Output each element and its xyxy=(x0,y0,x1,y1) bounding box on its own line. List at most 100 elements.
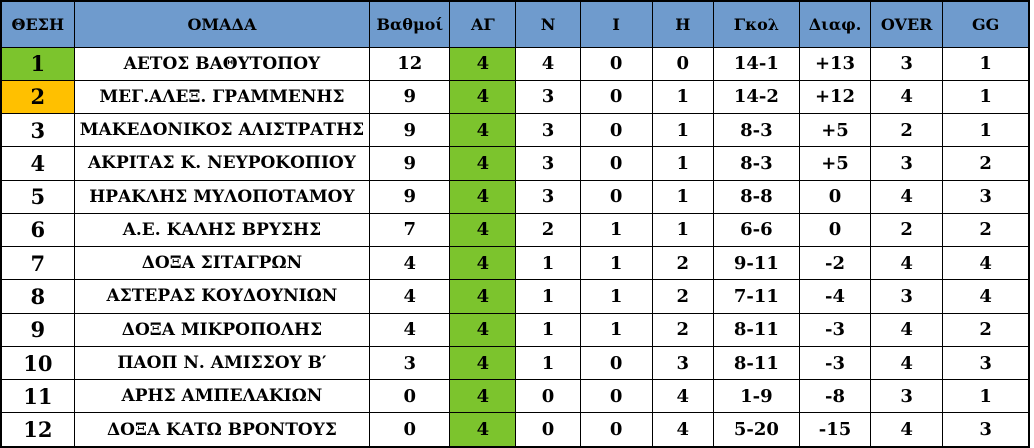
games-cell: 4 xyxy=(449,113,517,148)
position-cell: 1 xyxy=(0,46,75,81)
wins-cell: 3 xyxy=(515,146,581,181)
diff-cell: +5 xyxy=(798,146,872,181)
goals-cell: 8-8 xyxy=(712,179,800,214)
header-cell-gg: GG xyxy=(942,0,1030,48)
goals-cell: 7-11 xyxy=(712,279,800,314)
games-cell: 4 xyxy=(449,312,517,347)
diff-cell: +13 xyxy=(798,46,872,81)
gg-cell: 3 xyxy=(942,412,1030,448)
points-cell: 3 xyxy=(369,345,451,381)
losses-cell: 0 xyxy=(651,46,714,81)
gg-cell: 4 xyxy=(942,279,1030,314)
draws-cell: 0 xyxy=(579,79,653,115)
wins-cell: 4 xyxy=(515,46,581,81)
gg-cell: 4 xyxy=(942,246,1030,281)
gg-cell: 2 xyxy=(942,212,1030,248)
games-cell: 4 xyxy=(449,279,517,314)
header-cell-points: Βαθμοί xyxy=(369,0,451,48)
goals-cell: 8-3 xyxy=(712,146,800,181)
header-cell-goals: Γκολ xyxy=(712,0,800,48)
team-cell: ΑΡΗΣ ΑΜΠΕΛΑΚΙΩΝ xyxy=(73,379,371,414)
team-cell: ΑΕΤΟΣ ΒΑΘΥΤΟΠΟΥ xyxy=(73,46,371,81)
header-cell-over: OVER xyxy=(870,0,944,48)
wins-cell: 3 xyxy=(515,179,581,214)
team-cell: ΑΣΤΕΡΑΣ ΚΟΥΔΟΥΝΙΩΝ xyxy=(73,279,371,314)
diff-cell: +5 xyxy=(798,113,872,148)
gg-cell: 1 xyxy=(942,46,1030,81)
table-row: 12 ΔΟΞΑ ΚΑΤΩ ΒΡΟΝΤΟΥΣ 0 4 0 0 4 5-20 -15… xyxy=(0,412,1030,448)
wins-cell: 1 xyxy=(515,345,581,381)
losses-cell: 1 xyxy=(651,146,714,181)
table-row: 10 ΠΑΟΠ Ν. ΑΜΙΣΣΟΥ Β′ 3 4 1 0 3 8-11 -3 … xyxy=(0,345,1030,381)
goals-cell: 14-1 xyxy=(712,46,800,81)
table-row: 7 ΔΟΞΑ ΣΙΤΑΓΡΩΝ 4 4 1 1 2 9-11 -2 4 4 xyxy=(0,246,1030,281)
draws-cell: 1 xyxy=(579,312,653,347)
position-cell: 12 xyxy=(0,412,75,448)
over-cell: 3 xyxy=(870,279,944,314)
team-cell: ΜΕΓ.ΑΛΕΞ. ΓΡΑΜΜΕΝΗΣ xyxy=(73,79,371,115)
team-cell: ΔΟΞΑ ΚΑΤΩ ΒΡΟΝΤΟΥΣ xyxy=(73,412,371,448)
goals-cell: 6-6 xyxy=(712,212,800,248)
team-cell: ΗΡΑΚΛΗΣ ΜΥΛΟΠΟΤΑΜΟΥ xyxy=(73,179,371,214)
points-cell: 4 xyxy=(369,246,451,281)
goals-cell: 9-11 xyxy=(712,246,800,281)
diff-cell: -4 xyxy=(798,279,872,314)
team-cell: Α.Ε. ΚΑΛΗΣ ΒΡΥΣΗΣ xyxy=(73,212,371,248)
points-cell: 12 xyxy=(369,46,451,81)
points-cell: 9 xyxy=(369,79,451,115)
goals-cell: 1-9 xyxy=(712,379,800,414)
table-row: 8 ΑΣΤΕΡΑΣ ΚΟΥΔΟΥΝΙΩΝ 4 4 1 1 2 7-11 -4 3… xyxy=(0,279,1030,314)
diff-cell: -15 xyxy=(798,412,872,448)
header-row: ΘΕΣΗ ΟΜΑΔΑ Βαθμοί ΑΓ Ν Ι Η Γκολ Διαφ. OV… xyxy=(0,0,1030,48)
points-cell: 9 xyxy=(369,113,451,148)
table-row: 4 ΑΚΡΙΤΑΣ Κ. ΝΕΥΡΟΚΟΠΙΟΥ 9 4 3 0 1 8-3 +… xyxy=(0,146,1030,181)
draws-cell: 0 xyxy=(579,179,653,214)
draws-cell: 0 xyxy=(579,379,653,414)
draws-cell: 1 xyxy=(579,279,653,314)
gg-cell: 1 xyxy=(942,113,1030,148)
table-row: 5 ΗΡΑΚΛΗΣ ΜΥΛΟΠΟΤΑΜΟΥ 9 4 3 0 1 8-8 0 4 … xyxy=(0,179,1030,214)
position-cell: 3 xyxy=(0,113,75,148)
diff-cell: -3 xyxy=(798,312,872,347)
losses-cell: 1 xyxy=(651,179,714,214)
team-cell: ΑΚΡΙΤΑΣ Κ. ΝΕΥΡΟΚΟΠΙΟΥ xyxy=(73,146,371,181)
diff-cell: -3 xyxy=(798,345,872,381)
draws-cell: 0 xyxy=(579,146,653,181)
team-cell: ΔΟΞΑ ΜΙΚΡΟΠΟΛΗΣ xyxy=(73,312,371,347)
wins-cell: 1 xyxy=(515,279,581,314)
games-cell: 4 xyxy=(449,379,517,414)
draws-cell: 0 xyxy=(579,46,653,81)
team-cell: ΔΟΞΑ ΣΙΤΑΓΡΩΝ xyxy=(73,246,371,281)
wins-cell: 1 xyxy=(515,312,581,347)
losses-cell: 2 xyxy=(651,246,714,281)
gg-cell: 1 xyxy=(942,79,1030,115)
losses-cell: 3 xyxy=(651,345,714,381)
points-cell: 0 xyxy=(369,412,451,448)
draws-cell: 0 xyxy=(579,113,653,148)
gg-cell: 1 xyxy=(942,379,1030,414)
gg-cell: 2 xyxy=(942,146,1030,181)
position-cell: 6 xyxy=(0,212,75,248)
points-cell: 9 xyxy=(369,146,451,181)
goals-cell: 8-11 xyxy=(712,312,800,347)
draws-cell: 0 xyxy=(579,345,653,381)
wins-cell: 3 xyxy=(515,113,581,148)
games-cell: 4 xyxy=(449,345,517,381)
diff-cell: -8 xyxy=(798,379,872,414)
draws-cell: 1 xyxy=(579,246,653,281)
position-cell: 8 xyxy=(0,279,75,314)
header-cell-draws: Ι xyxy=(579,0,653,48)
position-cell: 4 xyxy=(0,146,75,181)
wins-cell: 0 xyxy=(515,379,581,414)
diff-cell: -2 xyxy=(798,246,872,281)
table-body: 1 ΑΕΤΟΣ ΒΑΘΥΤΟΠΟΥ 12 4 4 0 0 14-1 +13 3 … xyxy=(0,46,1030,448)
over-cell: 2 xyxy=(870,113,944,148)
losses-cell: 1 xyxy=(651,79,714,115)
position-cell: 2 xyxy=(0,79,75,115)
losses-cell: 4 xyxy=(651,379,714,414)
goals-cell: 8-3 xyxy=(712,113,800,148)
team-cell: ΠΑΟΠ Ν. ΑΜΙΣΣΟΥ Β′ xyxy=(73,345,371,381)
over-cell: 4 xyxy=(870,79,944,115)
table-row: 1 ΑΕΤΟΣ ΒΑΘΥΤΟΠΟΥ 12 4 4 0 0 14-1 +13 3 … xyxy=(0,46,1030,81)
